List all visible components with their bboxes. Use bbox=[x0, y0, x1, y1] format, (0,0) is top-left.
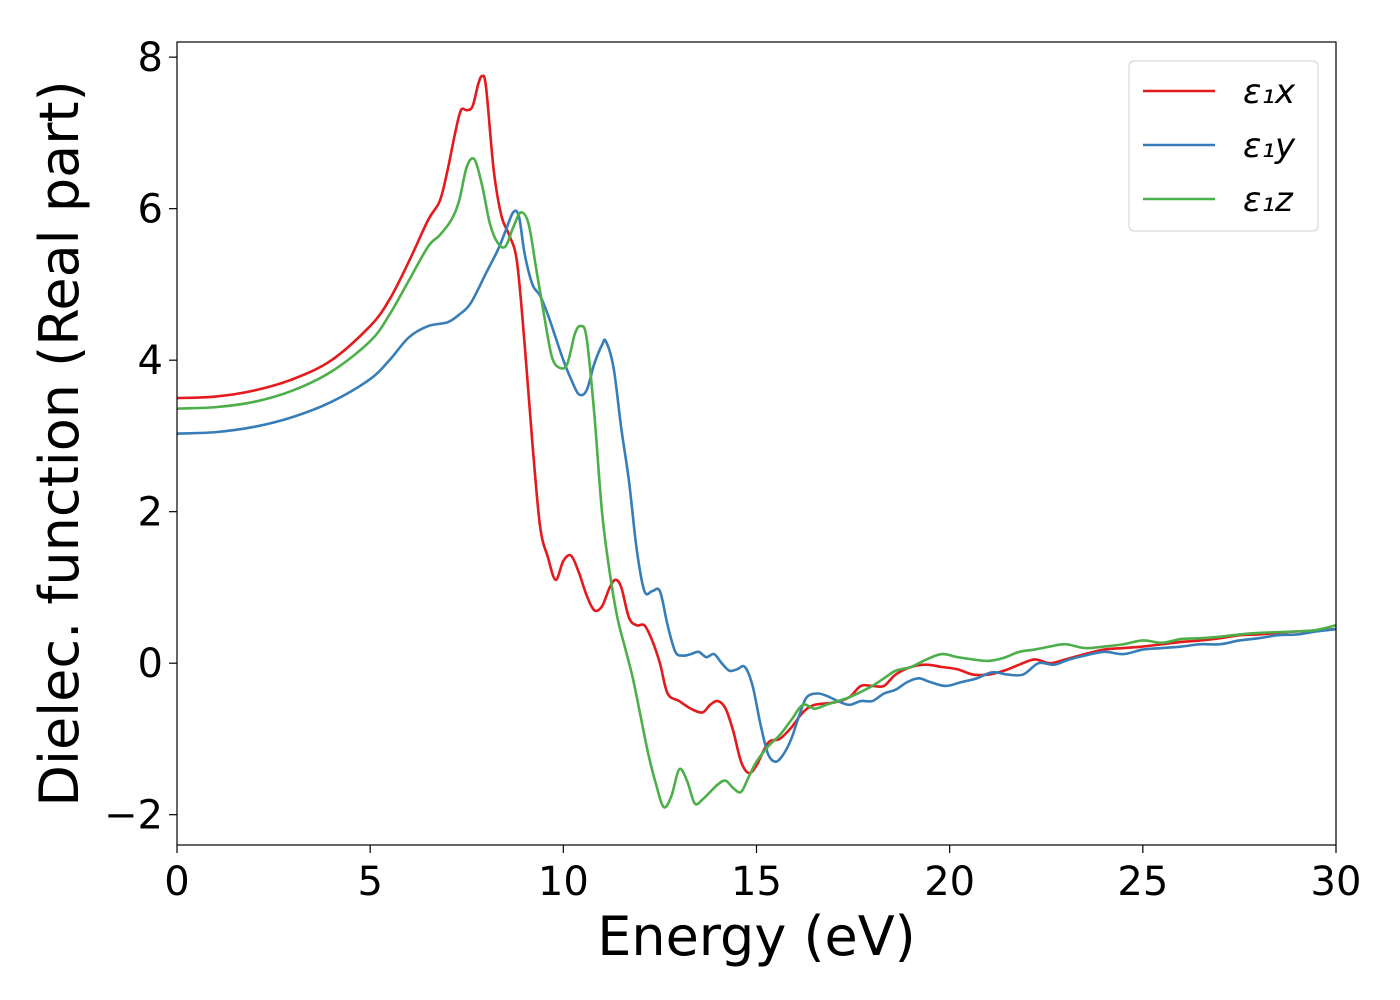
series-line-3 bbox=[176, 157, 1337, 809]
y-tick-label: 8 bbox=[138, 35, 163, 81]
x-tick-label: 30 bbox=[1311, 859, 1362, 905]
y-tick-label: 0 bbox=[138, 641, 163, 687]
x-tick-label: 20 bbox=[924, 859, 975, 905]
x-tick-label: 25 bbox=[1117, 859, 1168, 905]
y-tick-label: 2 bbox=[138, 490, 163, 536]
series-layer bbox=[176, 74, 1337, 809]
legend-box bbox=[1128, 60, 1319, 232]
x-tick-label: 0 bbox=[164, 859, 189, 905]
legend-label-1: ε₁x bbox=[1243, 72, 1296, 112]
y-tick-label: 6 bbox=[138, 187, 163, 233]
legend: ε₁x ε₁y ε₁z bbox=[1128, 60, 1319, 232]
legend-label-3: ε₁z bbox=[1243, 180, 1294, 220]
series-line-1 bbox=[176, 74, 1337, 775]
y-tick-label: −2 bbox=[104, 793, 163, 839]
x-axis-label: Energy (eV) bbox=[597, 905, 916, 968]
series-line-2 bbox=[176, 209, 1337, 763]
x-tick-label: 15 bbox=[731, 859, 782, 905]
y-axis-label: Dielec. function (Real part) bbox=[28, 80, 91, 806]
y-tick-label: 4 bbox=[138, 338, 163, 384]
x-tick-label: 10 bbox=[538, 859, 589, 905]
legend-label-2: ε₁y bbox=[1243, 126, 1296, 166]
x-tick-label: 5 bbox=[357, 859, 382, 905]
